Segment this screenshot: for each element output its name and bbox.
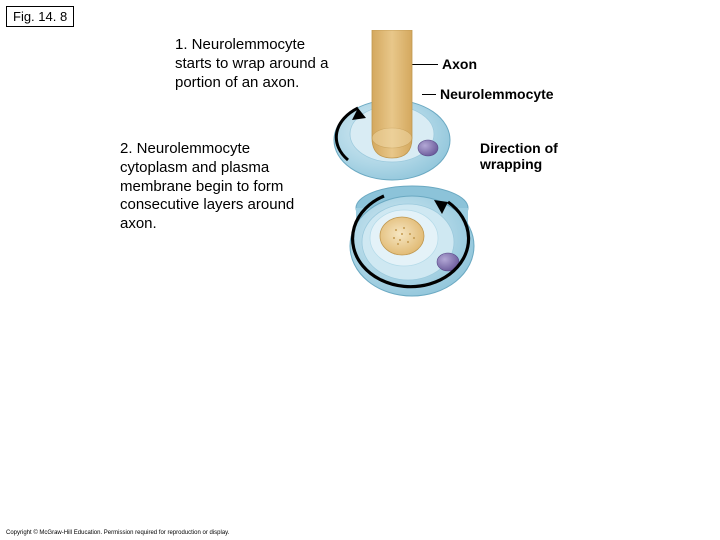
caption-step-2: 2. Neurolemmocyte cytoplasm and plasma m…: [120, 140, 305, 234]
figure-number: Fig. 14. 8: [6, 6, 74, 27]
copyright-text: Copyright © McGraw-Hill Education. Permi…: [6, 530, 229, 536]
illustration-step-2: [330, 150, 500, 320]
